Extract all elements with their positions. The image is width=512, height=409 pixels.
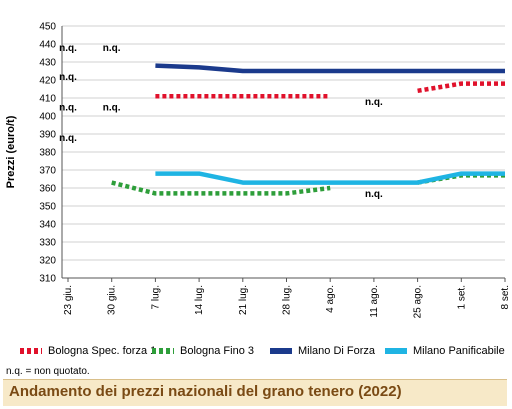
y-tick-label: 390 <box>39 130 56 141</box>
annotations: n.q. n.q. n.q. n.q. n.q. n.q. n.q. n.q. <box>59 43 383 200</box>
annotation-nq: n.q. <box>59 43 77 54</box>
chart-title: Andamento dei prezzi nazionali del grano… <box>9 383 402 400</box>
series-line-bologna-spec-forza-1 <box>417 81 505 94</box>
x-tick-label: 7 lug. <box>150 285 161 309</box>
legend-item-bologna-fino-3: Bologna Fino 3 <box>152 342 254 360</box>
x-tick-label: 30 giu. <box>107 285 118 315</box>
legend-swatch <box>20 348 42 354</box>
y-tick-label: 330 <box>39 238 56 249</box>
annotation-nq: n.q. <box>365 97 383 108</box>
annotation-nq: n.q. <box>59 133 77 144</box>
annotation-nq: n.q. <box>59 72 77 83</box>
x-tick-label: 28 lug. <box>282 285 293 315</box>
annotation-nq: n.q. <box>103 103 121 114</box>
y-tick-label: 360 <box>39 184 56 195</box>
series-line-bologna-fino-3 <box>111 180 331 196</box>
legend-label: Milano Panificabile <box>413 345 505 357</box>
annotation-nq: n.q. <box>103 43 121 54</box>
grid-lines <box>61 25 505 279</box>
title-bar: Andamento dei prezzi nazionali del grano… <box>3 379 507 406</box>
x-tick-label: 14 lug. <box>194 285 205 315</box>
y-tick-label: 310 <box>39 274 56 285</box>
x-tick-label: 23 giu. <box>63 285 74 315</box>
legend-label: Milano Di Forza <box>298 345 376 357</box>
y-tick-label: 420 <box>39 76 56 87</box>
legend-label: Bologna Spec. forza 1 <box>48 345 157 357</box>
legend-item-milano-di-forza: Milano Di Forza <box>270 342 375 360</box>
series-line-milano-panificabile <box>155 171 505 185</box>
y-tick-label: 370 <box>39 166 56 177</box>
legend-label: Bologna Fino 3 <box>180 345 254 357</box>
y-tick-label: 440 <box>39 40 56 51</box>
y-tick-labels: 310 320 330 340 350 360 370 380 390 400 410 420 430 4… <box>39 22 56 285</box>
legend-item-milano-panificabile: Milano Panificabile <box>385 342 505 360</box>
legend-swatch <box>152 348 174 354</box>
x-tick-label: 25 ago. <box>413 285 424 318</box>
y-tick-label: 380 <box>39 148 56 159</box>
series-lines <box>111 63 505 196</box>
x-tick-labels: 23 giu. 30 giu. 7 lug. 14 lug. 21 lug. 28 lug… <box>63 278 511 318</box>
y-tick-label: 450 <box>39 22 56 33</box>
footnote: n.q. = non quotato. <box>6 366 90 377</box>
x-tick-label: 8 set. <box>500 285 511 309</box>
legend-item-bologna-spec-forza-1: Bologna Spec. forza 1 <box>20 342 156 360</box>
y-tick-label: 340 <box>39 220 56 231</box>
x-tick-label: 21 lug. <box>238 285 249 315</box>
y-tick-label: 350 <box>39 202 56 213</box>
annotation-nq: n.q. <box>365 189 383 200</box>
x-tick-label: 4 ago. <box>325 285 336 313</box>
x-tick-label: 11 ago. <box>369 285 380 318</box>
y-tick-label: 430 <box>39 58 56 69</box>
annotation-nq: n.q. <box>59 103 77 114</box>
x-tick-label: 1 set. <box>456 285 467 309</box>
series-line-milano-di-forza <box>155 63 505 74</box>
y-tick-label: 410 <box>39 94 56 105</box>
legend-swatch <box>385 348 407 354</box>
legend: Bologna Spec. forza 1 Bologna Fino 3 Milan… <box>20 342 508 360</box>
y-tick-label: 400 <box>39 112 56 123</box>
y-axis-label: Prezzi (euro/t) <box>5 115 17 188</box>
legend-swatch <box>270 348 292 354</box>
y-tick-label: 320 <box>39 256 56 267</box>
